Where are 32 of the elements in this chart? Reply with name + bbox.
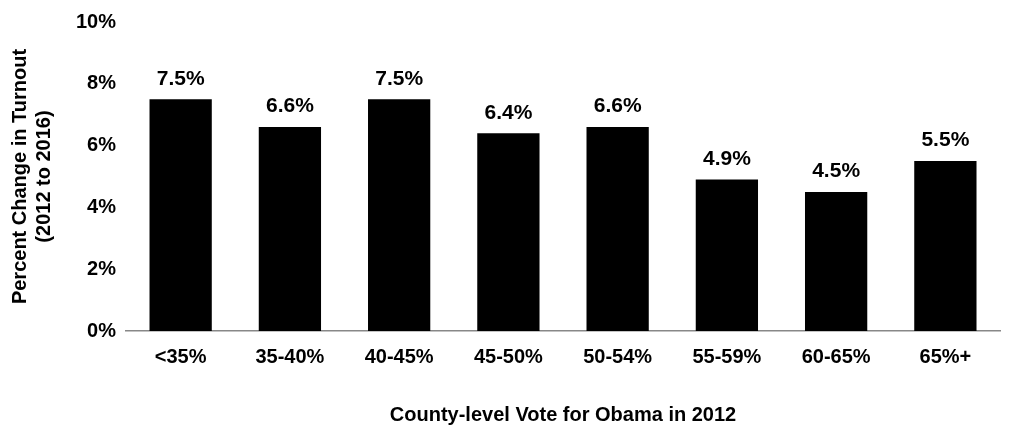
x-tick-label: 35-40% — [255, 344, 325, 367]
data-label: 7.5% — [375, 65, 424, 89]
x-tick-label: 50-54% — [583, 344, 653, 367]
data-label: 4.5% — [812, 158, 861, 182]
bar — [805, 191, 868, 331]
bar — [258, 127, 322, 331]
bar — [914, 161, 977, 331]
y-tick-label: 4% — [87, 194, 117, 217]
y-tick-label: 0% — [87, 318, 117, 341]
data-label: 6.4% — [484, 99, 533, 123]
bar — [368, 99, 431, 331]
y-tick-label: 2% — [87, 256, 117, 279]
x-tick-label: 45-50% — [473, 344, 544, 367]
bar — [586, 127, 649, 331]
y-tick-label: 8% — [87, 71, 117, 94]
x-tick-label: 60-65% — [801, 344, 871, 367]
bar — [695, 179, 759, 331]
x-tick-label: 55-59% — [692, 344, 762, 367]
y-tick-label: 10% — [76, 9, 117, 32]
x-tick-label: <35% — [154, 344, 207, 367]
data-label: 5.5% — [921, 127, 970, 151]
data-label: 7.5% — [156, 65, 205, 89]
data-label: 6.6% — [265, 93, 315, 117]
y-axis-title: Percent Change in Turnout (2012 to 2016) — [7, 48, 54, 305]
data-label: 6.6% — [593, 93, 642, 117]
x-tick-label: 65%+ — [919, 344, 972, 367]
bar — [477, 133, 540, 331]
data-label: 4.9% — [702, 145, 752, 169]
x-axis-title: County-level Vote for Obama in 2012 — [389, 402, 737, 425]
y-tick-label: 6% — [87, 133, 117, 156]
bar — [149, 99, 212, 331]
x-tick-label: 40-45% — [364, 344, 434, 367]
